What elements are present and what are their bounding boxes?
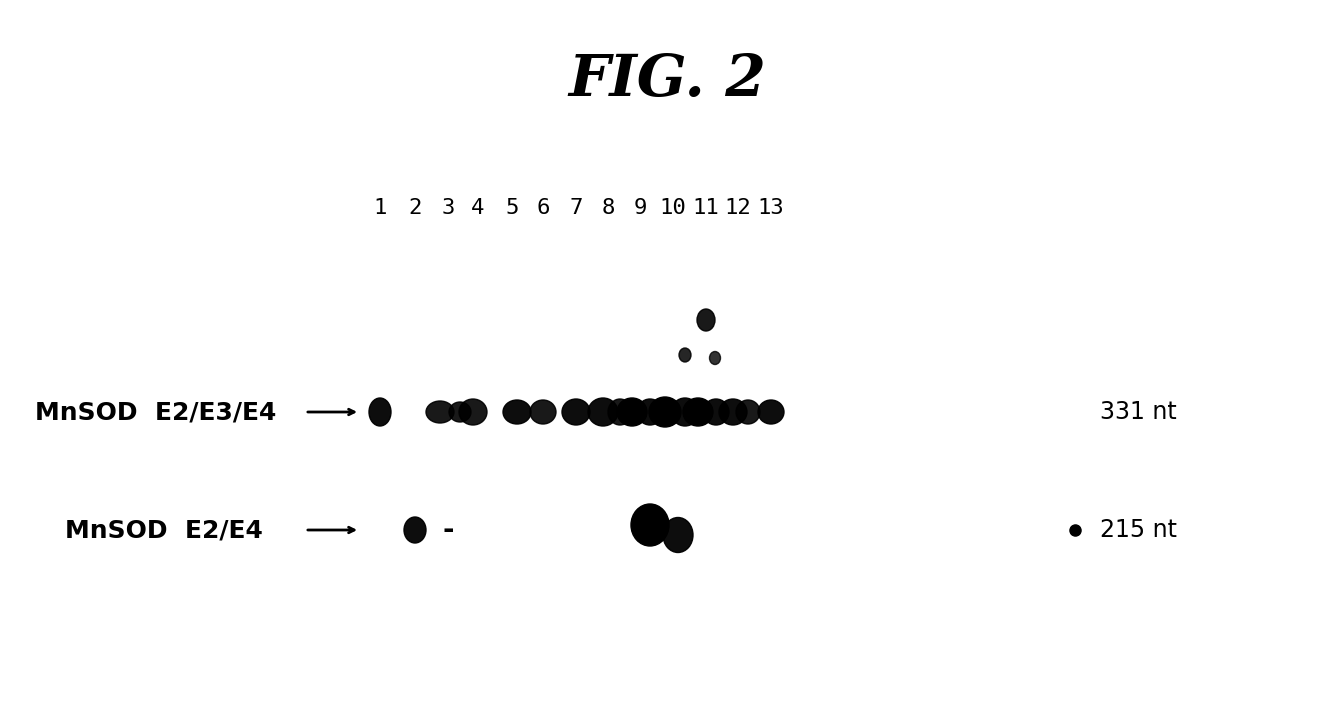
Ellipse shape	[649, 397, 681, 427]
Ellipse shape	[704, 399, 729, 425]
Text: -: -	[442, 516, 454, 544]
Ellipse shape	[672, 398, 700, 426]
Ellipse shape	[405, 517, 426, 543]
Text: FIG. 2: FIG. 2	[569, 51, 766, 109]
Ellipse shape	[684, 398, 713, 426]
Ellipse shape	[562, 399, 590, 425]
Text: 3: 3	[442, 198, 455, 218]
Text: MnSOD  E2/E4: MnSOD E2/E4	[65, 518, 263, 542]
Ellipse shape	[368, 398, 391, 426]
Text: 1: 1	[374, 198, 387, 218]
Text: 6: 6	[537, 198, 550, 218]
Ellipse shape	[587, 398, 618, 426]
Ellipse shape	[680, 348, 692, 362]
Ellipse shape	[736, 400, 760, 424]
Text: 8: 8	[601, 198, 614, 218]
Ellipse shape	[530, 400, 555, 424]
Ellipse shape	[607, 399, 631, 425]
Text: 9: 9	[633, 198, 646, 218]
Text: 2: 2	[409, 198, 422, 218]
Text: 7: 7	[569, 198, 582, 218]
Ellipse shape	[758, 400, 784, 424]
Text: 4: 4	[471, 198, 485, 218]
Text: 5: 5	[506, 198, 519, 218]
Text: 331 nt: 331 nt	[1100, 400, 1176, 424]
Ellipse shape	[720, 399, 748, 425]
Ellipse shape	[709, 351, 721, 364]
Ellipse shape	[449, 402, 471, 422]
Ellipse shape	[697, 309, 716, 331]
Text: MnSOD  E2/E3/E4: MnSOD E2/E3/E4	[35, 400, 276, 424]
Ellipse shape	[617, 398, 647, 426]
Ellipse shape	[637, 399, 663, 425]
Text: 13: 13	[758, 198, 785, 218]
Text: 215 nt: 215 nt	[1100, 518, 1177, 542]
Text: 12: 12	[725, 198, 752, 218]
Ellipse shape	[426, 401, 454, 423]
Ellipse shape	[503, 400, 531, 424]
Text: 11: 11	[693, 198, 720, 218]
Ellipse shape	[631, 504, 669, 546]
Ellipse shape	[663, 518, 693, 552]
Text: 10: 10	[659, 198, 686, 218]
Ellipse shape	[459, 399, 487, 425]
